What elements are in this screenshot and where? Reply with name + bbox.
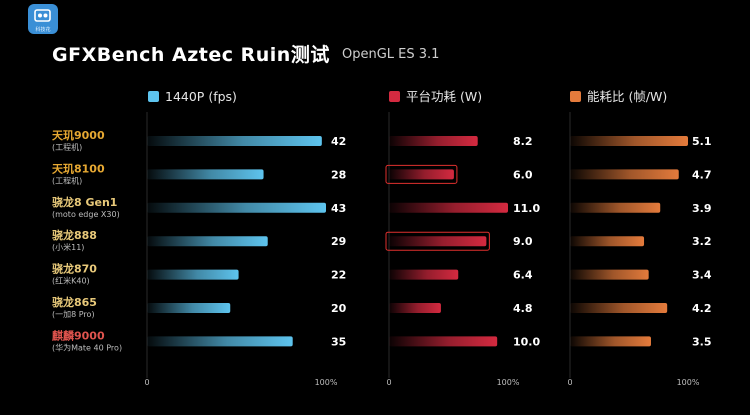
page-title: GFXBench Aztec Ruin测试 [52,44,330,66]
device-name: 骁龙865 [52,295,97,309]
device-subtitle: (工程机) [52,175,82,185]
data-label: 5.1 [692,135,712,148]
data-label: 8.2 [513,135,533,148]
logo-caption: 科技花 [35,27,51,33]
device-subtitle: (工程机) [52,142,82,152]
data-label: 35 [331,335,346,348]
data-bar [147,169,264,180]
data-bar [389,336,498,347]
data-bar [147,136,322,146]
data-label: 11.0 [513,202,540,215]
device-name: 骁龙8 Gen1 [52,195,117,209]
data-bar [147,303,231,313]
legend-label: 平台功耗 (W) [406,89,482,104]
data-label: 3.5 [692,335,712,348]
legend-swatch [570,91,581,102]
data-label: 3.2 [692,235,712,248]
device-name: 天玑9000 [52,129,105,142]
device-name: 天玑8100 [52,162,105,175]
data-bar [147,202,326,213]
data-bar [147,269,239,280]
data-label: 4.7 [692,168,712,181]
data-bar [389,136,478,146]
data-bar [570,202,661,213]
device-subtitle: (moto edge X30) [52,210,120,219]
device-name: 骁龙870 [52,262,97,276]
logo-glyph-icon [34,9,51,22]
data-bar [389,169,454,180]
data-bar [570,303,668,313]
data-bar [389,303,441,313]
data-label: 28 [331,168,346,181]
data-label: 29 [331,235,346,248]
data-bar [570,336,651,347]
axis-tick-label: 100% [677,378,700,387]
device-name: 骁龙888 [52,228,97,242]
axis-tick-label: 0 [567,378,572,387]
legend-swatch [148,91,159,102]
legend-swatch [389,91,400,102]
data-label: 9.0 [513,235,533,248]
data-label: 42 [331,135,346,148]
data-bar [570,136,688,146]
data-bar [147,236,268,247]
axis-tick-label: 100% [497,378,520,387]
data-bar [389,202,508,213]
data-label: 3.4 [692,269,712,282]
legend-label: 1440P (fps) [165,89,237,104]
data-bar [389,236,487,247]
data-bar [570,269,649,280]
data-bar [389,269,459,280]
app-logo: 科技花 [28,4,58,34]
data-bar [147,336,293,347]
data-label: 10.0 [513,335,540,348]
data-label: 22 [331,269,346,282]
data-bar [570,169,679,180]
device-subtitle: (华为Mate 40 Pro) [52,342,122,352]
page-subtitle: OpenGL ES 3.1 [342,47,440,62]
data-label: 3.9 [692,202,712,215]
data-label: 4.2 [692,302,712,315]
highlight-box [385,164,458,184]
data-bar [570,236,645,247]
device-subtitle: (小米11) [52,242,84,252]
axis-tick-label: 0 [386,378,391,387]
data-label: 20 [331,302,347,315]
legend-label: 能耗比 (帧/W) [587,89,667,104]
axis-tick-label: 100% [315,378,338,387]
data-label: 43 [331,202,346,215]
device-subtitle: (红米K40) [52,276,90,286]
highlight-box [385,231,490,251]
data-label: 6.0 [513,168,533,181]
device-name: 麒麟9000 [52,328,105,342]
device-subtitle: (一加8 Pro) [52,309,95,319]
data-label: 4.8 [513,302,533,315]
data-label: 6.4 [513,269,533,282]
axis-tick-label: 0 [144,378,149,387]
